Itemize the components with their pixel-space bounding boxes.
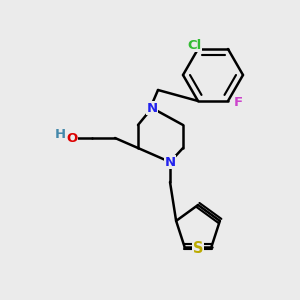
Text: N: N	[146, 101, 158, 115]
Text: N: N	[164, 155, 175, 169]
Text: H: H	[54, 128, 66, 140]
Text: O: O	[66, 131, 78, 145]
Text: S: S	[193, 241, 203, 256]
Text: F: F	[233, 97, 243, 110]
Text: Cl: Cl	[187, 38, 201, 52]
